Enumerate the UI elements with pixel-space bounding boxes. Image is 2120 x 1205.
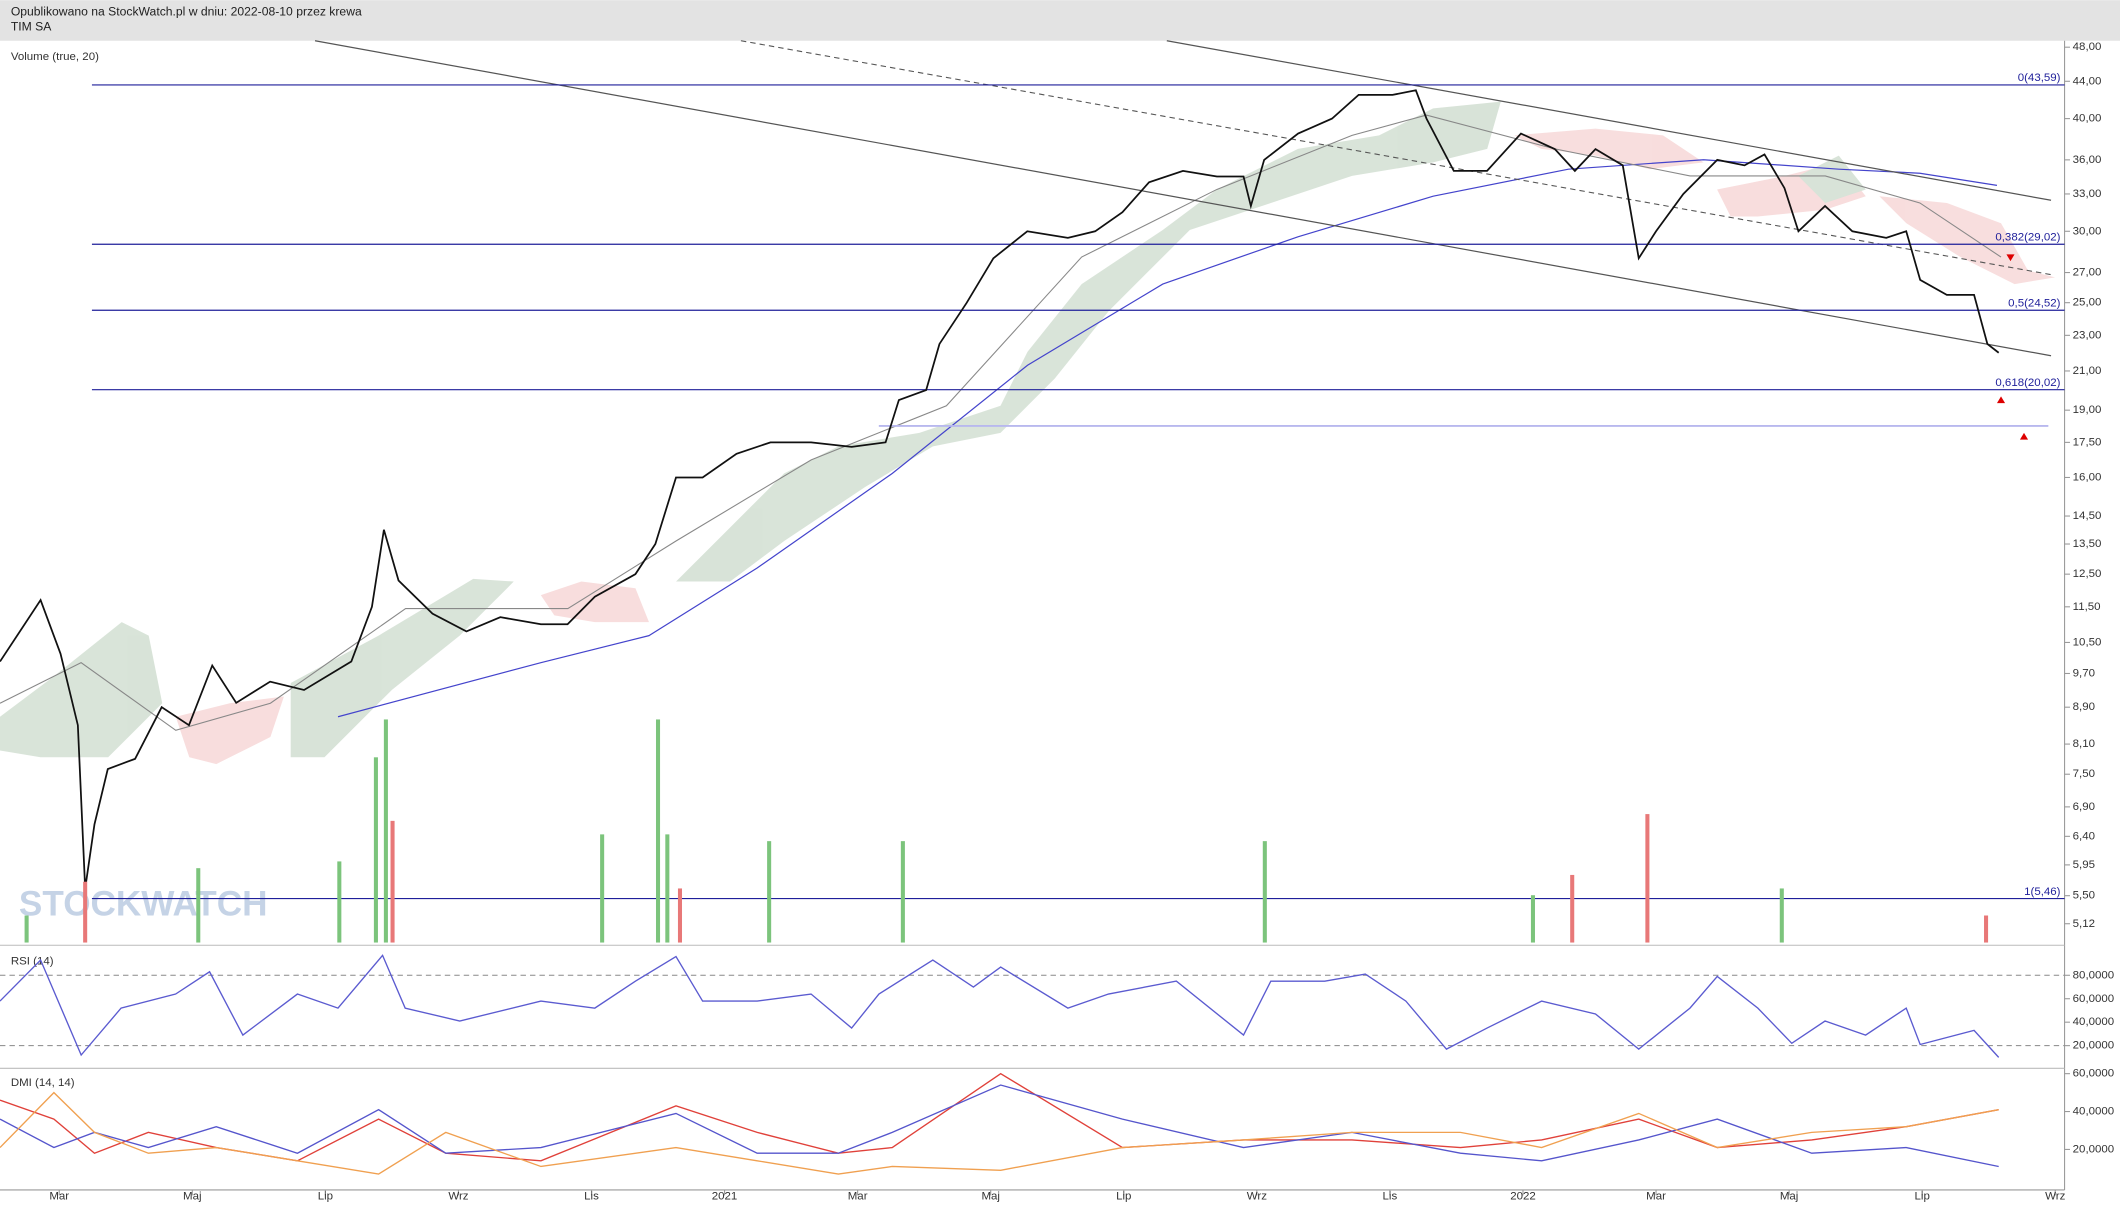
volume-bar <box>373 757 378 943</box>
x-tick-label: 2022 <box>1510 1191 1536 1203</box>
series-line <box>0 1072 1999 1162</box>
volume-bar <box>1645 814 1650 943</box>
y-tick-label: 27,00 <box>2073 267 2102 279</box>
volume-bar <box>1262 841 1267 943</box>
y-tick-label: 12,50 <box>2073 568 2102 580</box>
volume-bar <box>1779 888 1784 943</box>
volume-bar <box>196 868 201 943</box>
series-line <box>0 1084 1999 1168</box>
trend-line-dashed <box>740 40 2052 276</box>
series-line <box>0 954 2000 1058</box>
y-tick-label: 40,0000 <box>2073 1016 2115 1028</box>
y-tick-label: 44,00 <box>2073 75 2102 87</box>
x-tick-label: Wrz <box>448 1191 468 1203</box>
moving-average-long <box>337 159 1998 718</box>
y-tick-label: 60,0000 <box>2073 1068 2115 1080</box>
y-tick-label: 6,90 <box>2073 801 2095 813</box>
volume-bar <box>655 719 661 943</box>
y-tick-label: 9,70 <box>2073 668 2095 680</box>
x-tick-label: Mar <box>848 1191 868 1203</box>
published-note: Opublikowano na StockWatch.pl w dniu: 20… <box>11 5 362 19</box>
watermark: STOCKWATCH <box>19 884 268 923</box>
x-tick-label: Wrz <box>1247 1191 1267 1203</box>
fibonacci-label: 0,618(20,02) <box>1995 377 2060 389</box>
panel-title: DMI (14, 14) <box>11 1077 75 1089</box>
x-tick-label: Wrz <box>2045 1191 2065 1203</box>
y-tick-label: 36,00 <box>2073 154 2102 166</box>
y-tick-label: 7,50 <box>2073 768 2095 780</box>
y-tick-label: 5,50 <box>2073 890 2095 902</box>
volume-bar <box>24 915 29 943</box>
y-tick-label: 48,00 <box>2073 41 2102 53</box>
volume-bar <box>337 861 342 943</box>
y-tick-label: 10,50 <box>2073 636 2102 648</box>
x-tick-label: Maj <box>1780 1191 1799 1203</box>
volume-bar <box>1570 874 1575 943</box>
x-tick-label: Lis <box>584 1191 599 1203</box>
x-tick-label: Maj <box>981 1191 1000 1203</box>
y-tick-label: 16,00 <box>2073 472 2102 484</box>
y-tick-label: 30,00 <box>2073 225 2102 237</box>
volume-bar <box>1984 915 1989 943</box>
x-tick-label: Maj <box>183 1191 202 1203</box>
fibonacci-label: 0,382(29,02) <box>1995 232 2060 244</box>
ichimoku-cloud <box>0 101 2056 765</box>
y-tick-label: 5,12 <box>2073 918 2095 930</box>
x-tick-label: Mar <box>1646 1191 1666 1203</box>
y-tick-label: 11,50 <box>2073 601 2101 613</box>
y-tick-label: 20,0000 <box>2073 1143 2115 1155</box>
y-tick-label: 8,10 <box>2073 738 2095 750</box>
volume-bar <box>665 834 670 943</box>
volume-bar <box>677 888 683 943</box>
y-tick-label: 6,40 <box>2073 830 2095 842</box>
volume-bar <box>1530 895 1535 943</box>
x-tick-label: Lip <box>318 1191 333 1203</box>
y-tick-label: 8,90 <box>2073 701 2095 713</box>
y-tick-label: 17,50 <box>2073 436 2102 448</box>
y-tick-label: 19,00 <box>2073 404 2102 416</box>
y-tick-label: 14,50 <box>2073 510 2102 522</box>
series-line <box>0 1091 1999 1175</box>
y-tick-label: 25,00 <box>2073 297 2102 309</box>
y-tick-label: 13,50 <box>2073 538 2102 550</box>
volume-bar <box>900 841 905 943</box>
signal-arrow <box>2019 432 2029 440</box>
y-tick-label: 5,95 <box>2073 859 2095 871</box>
y-tick-label: 80,0000 <box>2073 969 2115 981</box>
fibonacci-label: 0,5(24,52) <box>2008 298 2061 310</box>
fibonacci-label: 1(5,46) <box>2024 886 2061 898</box>
y-tick-label: 23,00 <box>2073 329 2102 341</box>
y-tick-label: 20,0000 <box>2073 1040 2115 1052</box>
volume-bar <box>600 834 605 943</box>
volume-bar <box>383 719 388 943</box>
ticker: TIM SA <box>11 19 52 33</box>
trend-line <box>1166 40 2052 201</box>
volume-bar <box>390 820 395 943</box>
panel-title: RSI (14) <box>11 955 54 967</box>
y-tick-label: 40,0000 <box>2073 1106 2115 1118</box>
fibonacci-label: 0(43,59) <box>2018 72 2061 84</box>
x-tick-label: Mar <box>49 1191 69 1203</box>
trend-line <box>314 40 2052 357</box>
series-line <box>0 89 2000 889</box>
volume-bar <box>83 881 88 943</box>
x-tick-label: Lip <box>1915 1191 1930 1203</box>
x-tick-label: 2021 <box>712 1191 738 1203</box>
y-tick-label: 21,00 <box>2073 365 2102 377</box>
y-tick-label: 60,0000 <box>2073 993 2115 1005</box>
y-tick-label: 33,00 <box>2073 188 2102 200</box>
volume-bar <box>767 841 772 943</box>
panel-title: Volume (true, 20) <box>11 51 99 63</box>
x-tick-label: Lip <box>1116 1191 1131 1203</box>
x-tick-label: Lis <box>1383 1191 1398 1203</box>
moving-average-short <box>0 114 2002 731</box>
y-tick-label: 40,00 <box>2073 113 2102 125</box>
signal-arrow <box>2006 254 2015 262</box>
signal-arrow <box>1996 396 2006 404</box>
header-bar <box>0 0 2120 41</box>
